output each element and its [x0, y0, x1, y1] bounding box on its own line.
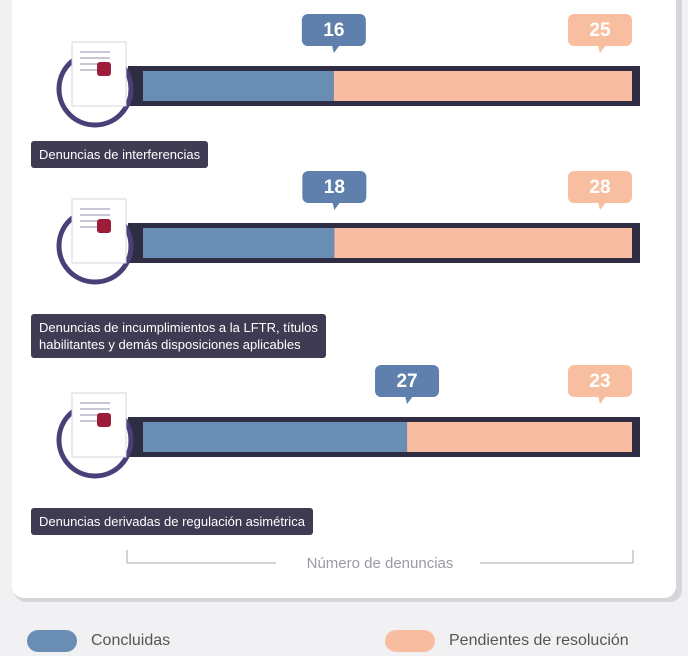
value-label: 28	[589, 177, 610, 198]
bar-segment	[143, 422, 407, 452]
bar-segment	[407, 422, 632, 452]
legend-label: Concluidas	[91, 632, 170, 649]
value-label: 16	[323, 20, 344, 41]
value-label: 23	[589, 371, 610, 392]
legend-label: Pendientes de resolución	[449, 632, 629, 649]
value-label: 25	[589, 20, 611, 41]
x-axis-label: Número de denuncias	[307, 555, 454, 572]
legend-swatch	[385, 630, 435, 652]
category-label: Denuncias de incumplimientos a la LFTR, …	[31, 314, 326, 358]
icon-seal	[97, 413, 111, 427]
bar-segment	[143, 71, 334, 101]
value-label: 27	[396, 371, 417, 392]
legend-swatch	[27, 630, 77, 652]
bar-segment	[334, 228, 632, 258]
category-label: Denuncias de interferencias	[31, 141, 208, 168]
category-label: Denuncias derivadas de regulación asimét…	[31, 508, 313, 535]
bar-segment	[334, 71, 632, 101]
icon-seal	[97, 219, 111, 233]
bar-segment	[143, 228, 334, 258]
page: Número de denuncias 16 25 18 28 27 23 Concluid…	[0, 0, 688, 656]
icon-seal	[97, 62, 111, 76]
value-label: 18	[324, 177, 345, 198]
